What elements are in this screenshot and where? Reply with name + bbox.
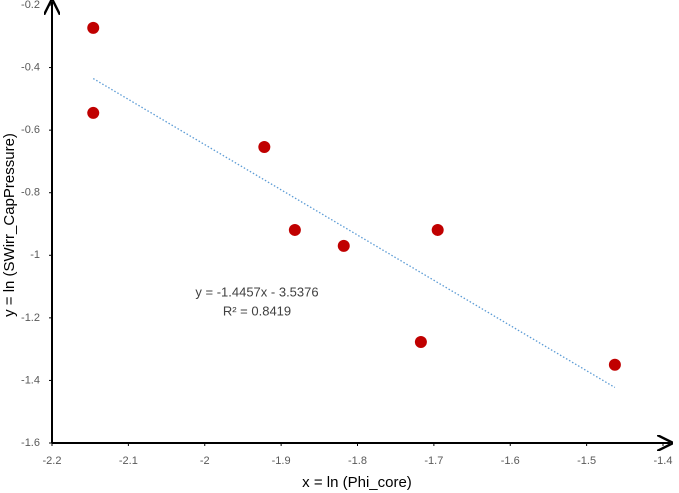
x-tick-label: -1.8 bbox=[348, 455, 367, 467]
data-point bbox=[87, 106, 100, 119]
trendline bbox=[92, 78, 616, 389]
x-tick-label: -2 bbox=[200, 455, 210, 467]
x-tick-label: -1.5 bbox=[577, 455, 596, 467]
x-tick-label: -1.9 bbox=[272, 455, 291, 467]
x-tick-label: -1.4 bbox=[654, 455, 673, 467]
y-tick-label: -1 bbox=[30, 249, 40, 261]
y-tick-label: -0.2 bbox=[21, 0, 40, 11]
data-point bbox=[258, 141, 271, 154]
data-point bbox=[288, 223, 301, 236]
data-point bbox=[431, 223, 444, 236]
y-tick-label: -0.6 bbox=[21, 124, 40, 136]
data-point bbox=[337, 239, 350, 252]
x-tick-label: -1.7 bbox=[424, 455, 443, 467]
y-tick-label: -1.4 bbox=[21, 374, 40, 386]
trendline-equation: y = -1.4457x - 3.5376 bbox=[195, 284, 318, 299]
y-axis-title: y = ln (SWirr_CapPressure) bbox=[1, 133, 18, 317]
trendline-r-squared: R² = 0.8419 bbox=[223, 303, 291, 318]
x-tick-label: -2.2 bbox=[43, 455, 62, 467]
y-tick-label: -1.2 bbox=[21, 312, 40, 324]
y-tick-label: -0.4 bbox=[21, 61, 40, 73]
x-tick-label: -2.1 bbox=[119, 455, 138, 467]
y-tick-label: -1.6 bbox=[21, 437, 40, 449]
data-point bbox=[608, 358, 621, 371]
data-point bbox=[414, 335, 427, 348]
x-axis-title: x = ln (Phi_core) bbox=[302, 474, 412, 491]
x-tick-label: -1.6 bbox=[501, 455, 520, 467]
data-point bbox=[87, 21, 100, 34]
y-tick-label: -0.8 bbox=[21, 187, 40, 199]
